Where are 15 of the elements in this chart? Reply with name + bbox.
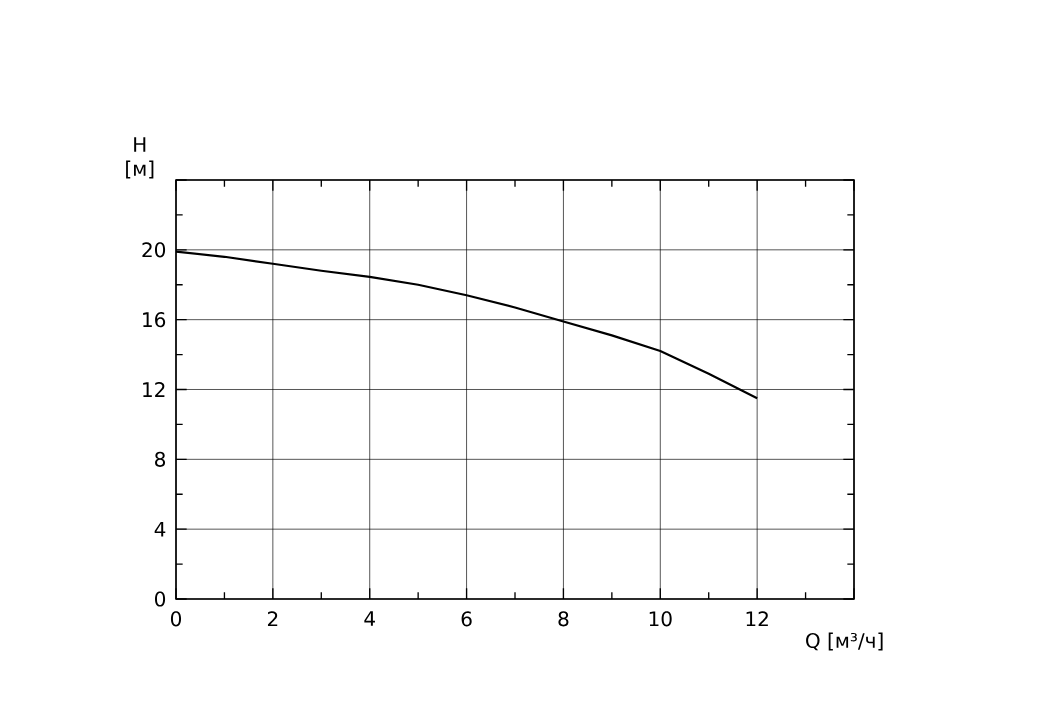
x-tick-label: 10 bbox=[649, 611, 672, 627]
y-tick-label: 12 bbox=[143, 382, 165, 397]
y-tick-label: 4 bbox=[154, 521, 166, 537]
y-tick-label: 0 bbox=[155, 591, 166, 607]
y-tick-label: 8 bbox=[155, 451, 166, 467]
x-tick-label: 4 bbox=[364, 611, 375, 626]
x-tick-label: 6 bbox=[461, 611, 472, 627]
x-tick-label: 0 bbox=[170, 611, 182, 627]
x-tick-label: 12 bbox=[746, 611, 768, 627]
y-tick-label: 20 bbox=[142, 242, 166, 258]
x-tick-label: 2 bbox=[267, 611, 278, 627]
x-axis-title: Q [м³/ч] bbox=[806, 632, 883, 651]
y-axis-title: H [м] bbox=[126, 137, 154, 179]
x-tick-label: 8 bbox=[558, 611, 569, 627]
y-tick-label: 16 bbox=[143, 312, 166, 328]
